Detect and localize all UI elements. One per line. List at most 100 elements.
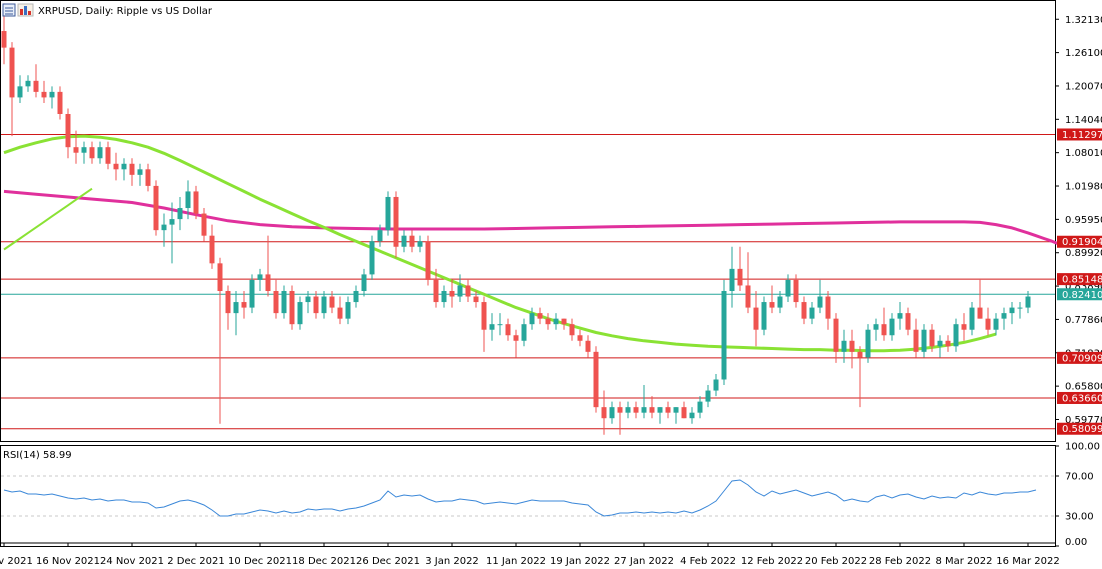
candle-body [257, 274, 263, 280]
candle [225, 285, 231, 330]
candle-body [657, 407, 663, 413]
candle [73, 130, 79, 164]
candle-body [985, 318, 991, 330]
candle [801, 296, 807, 325]
candle-body [1009, 307, 1015, 314]
candle [881, 307, 887, 341]
candle-body [633, 407, 639, 413]
moving-averages [3, 134, 1061, 353]
candle-body [809, 307, 815, 319]
candle-body [873, 324, 879, 330]
candle [697, 396, 703, 419]
candle-body [353, 290, 359, 303]
candle [905, 307, 911, 336]
ma-slow-line [3, 189, 1061, 246]
candle-body [57, 91, 63, 115]
candle-body [753, 307, 759, 330]
candle-body [777, 296, 783, 308]
candle [385, 191, 391, 236]
candle-body [585, 340, 591, 352]
candle [417, 235, 423, 253]
candle-body [81, 147, 87, 153]
candle-body [305, 296, 311, 303]
candle-body [665, 407, 671, 413]
chart-window-icon[interactable] [2, 3, 16, 17]
candle-body [513, 335, 519, 341]
candle-body [601, 407, 607, 419]
candle [161, 213, 167, 247]
candle [489, 313, 495, 341]
candle [945, 335, 951, 352]
candle [625, 401, 631, 419]
rsi-tick-label: 30.00 [1065, 512, 1094, 523]
candle [761, 296, 767, 336]
candle-body [905, 313, 911, 330]
candle [1001, 307, 1007, 330]
price-axis: 1.32130 1.26100 1.20070 1.14040 1.08010 1.019… [1055, 15, 1102, 435]
candle [217, 257, 223, 424]
ma-fast-early-line [3, 187, 93, 251]
candle-body [865, 329, 871, 358]
candle-body [897, 313, 903, 319]
rsi-tick-label: 0.00 [1065, 537, 1087, 548]
candle [209, 224, 215, 269]
candle-body [769, 302, 775, 308]
candle [865, 324, 871, 363]
candle [33, 64, 39, 98]
time-tick-label: 12 Feb 2022 [741, 556, 803, 567]
candle [665, 401, 671, 419]
candle-body [785, 279, 791, 297]
time-tick-label: 26 Dec 2021 [356, 556, 420, 567]
candle [41, 80, 47, 103]
candle-body [969, 307, 975, 330]
candle-body [681, 407, 687, 419]
candle-body [113, 163, 119, 170]
candle-body [385, 196, 391, 231]
candle-body [1001, 313, 1007, 319]
candle-body [929, 329, 935, 347]
candle [353, 285, 359, 308]
candle-body [193, 191, 199, 214]
candle [369, 235, 375, 280]
candle [745, 252, 751, 314]
candle-body [745, 285, 751, 308]
candle [289, 285, 295, 330]
candle [273, 279, 279, 319]
candle-body [737, 268, 743, 286]
candle-body [697, 401, 703, 413]
candle [305, 290, 311, 314]
price-tick-label: 1.14040 [1065, 115, 1102, 126]
level-price-tag-label: 0.91904 [1062, 237, 1102, 248]
candle [249, 274, 255, 314]
candle-body [185, 191, 191, 209]
candle [929, 324, 935, 352]
candle-body [593, 351, 599, 408]
candle-body [705, 390, 711, 402]
time-tick-label: 2 Dec 2021 [167, 556, 225, 567]
time-tick-label: 16 Mar 2022 [996, 556, 1059, 567]
candle [825, 290, 831, 330]
candle [25, 75, 31, 92]
candle-body [161, 224, 167, 231]
candle [713, 373, 719, 397]
candle [737, 246, 743, 291]
bar-chart-icon[interactable] [17, 3, 34, 17]
candle [177, 196, 183, 231]
candle [329, 290, 335, 314]
candle-body [537, 313, 543, 319]
candle-body [641, 407, 647, 413]
candle-body [529, 313, 535, 325]
candle-body [129, 163, 135, 175]
candle [777, 290, 783, 314]
candle [593, 346, 599, 413]
candle-body [321, 296, 327, 314]
candle-body [73, 147, 79, 153]
candle [641, 385, 647, 419]
time-tick-label: 19 Jan 2022 [550, 556, 610, 567]
chart-title: XRPUSD, Daily: Ripple vs US Dollar [38, 6, 213, 17]
time-tick-label: 3 Jan 2022 [425, 556, 479, 567]
candle [729, 246, 735, 308]
